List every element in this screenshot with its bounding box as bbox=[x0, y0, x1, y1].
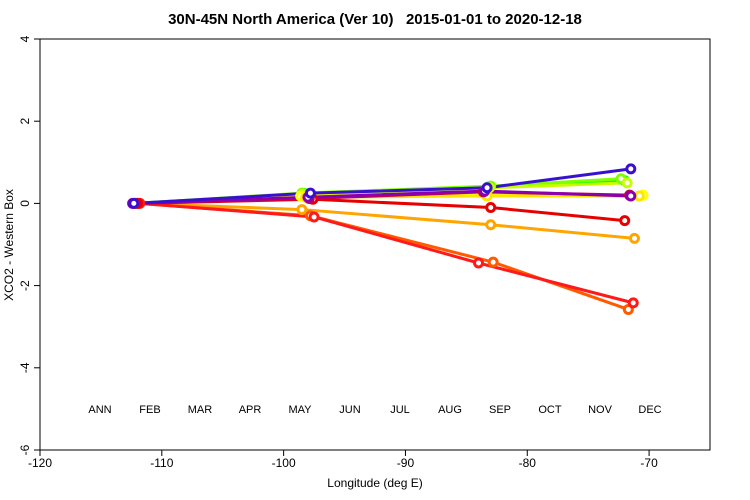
series-line bbox=[139, 201, 634, 305]
x-tick-label: -70 bbox=[640, 456, 658, 470]
chart-title: 30N-45N North America (Ver 10) 2015-01-0… bbox=[168, 11, 582, 28]
legend-label: JUL bbox=[390, 404, 410, 416]
y-tick-label: -4 bbox=[18, 362, 32, 373]
y-axis-label: XCO2 - Western Box bbox=[2, 189, 16, 301]
y-tick-label: 0 bbox=[18, 200, 32, 207]
y-tick-label: -2 bbox=[18, 280, 32, 291]
x-tick-label: -110 bbox=[150, 456, 173, 470]
data-point bbox=[485, 219, 497, 231]
data-point bbox=[619, 215, 631, 227]
legend-label: APR bbox=[239, 404, 262, 416]
data-point bbox=[487, 256, 499, 268]
data-point bbox=[625, 163, 637, 175]
x-tick-label: -90 bbox=[397, 456, 415, 470]
series-line bbox=[132, 189, 631, 205]
data-point bbox=[621, 177, 633, 189]
y-tick-label: 2 bbox=[18, 118, 32, 125]
data-point bbox=[633, 190, 645, 202]
legend-label: AUG bbox=[438, 404, 462, 416]
legend-label: DEC bbox=[638, 404, 661, 416]
legend-label: SEP bbox=[489, 404, 511, 416]
legend-label: MAY bbox=[288, 404, 312, 416]
series-line bbox=[133, 167, 632, 205]
data-point bbox=[627, 297, 639, 309]
y-tick-label: -6 bbox=[18, 444, 32, 455]
data-point bbox=[128, 197, 140, 209]
legend-label: MAR bbox=[188, 404, 213, 416]
legend-label: NOV bbox=[588, 404, 613, 416]
data-point bbox=[304, 187, 316, 199]
data-point bbox=[628, 232, 640, 244]
data-point bbox=[473, 257, 485, 269]
legend-label: JUN bbox=[339, 404, 360, 416]
data-point bbox=[625, 190, 637, 202]
x-tick-label: -120 bbox=[28, 456, 52, 470]
data-point bbox=[481, 182, 493, 194]
series-line bbox=[137, 201, 635, 240]
series-line bbox=[137, 201, 629, 311]
plot-frame bbox=[39, 38, 711, 451]
legend-label: ANN bbox=[88, 404, 111, 416]
legend-label: FEB bbox=[139, 404, 160, 416]
x-tick-label: -100 bbox=[272, 456, 296, 470]
y-tick-label: 4 bbox=[18, 35, 32, 42]
legend-label: OCT bbox=[538, 404, 562, 416]
data-point bbox=[308, 211, 320, 223]
data-point bbox=[296, 204, 308, 216]
x-axis-label: Longitude (deg E) bbox=[327, 476, 422, 490]
x-tick-label: -80 bbox=[519, 456, 537, 470]
data-point bbox=[485, 202, 497, 214]
